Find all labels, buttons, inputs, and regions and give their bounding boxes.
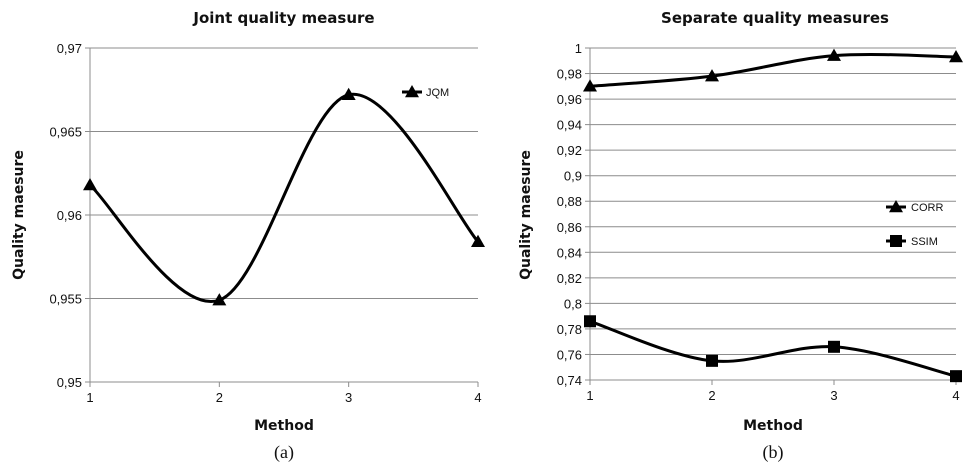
y-tick-label: 0,98 bbox=[557, 67, 582, 82]
y-tick-label: 0,74 bbox=[557, 373, 582, 388]
y-tick-label: 0,78 bbox=[557, 322, 582, 337]
data-point-corr bbox=[583, 79, 597, 92]
legend-label: SSIM bbox=[911, 236, 938, 248]
chart-title: Joint quality measure bbox=[192, 9, 374, 27]
x-axis-label: Method bbox=[743, 418, 803, 434]
data-point-ssim bbox=[706, 354, 718, 367]
chart-separate-quality: Separate quality measures 0,740,760,780,… bbox=[518, 9, 963, 463]
y-tick-label: 0,86 bbox=[557, 220, 582, 235]
series-layer bbox=[583, 48, 963, 383]
gridlines bbox=[585, 47, 957, 385]
data-point-ssim bbox=[584, 315, 596, 328]
chart-title: Separate quality measures bbox=[661, 9, 889, 27]
x-tick-label: 3 bbox=[345, 390, 352, 405]
data-point-corr bbox=[949, 49, 963, 63]
y-tick-label: 1 bbox=[575, 41, 582, 56]
chart-joint-quality: Joint quality measure 0,95 0,955 0,96 0,965… bbox=[11, 9, 485, 463]
series-layer bbox=[83, 87, 485, 306]
legend-label: CORR bbox=[911, 202, 943, 214]
x-tick-label: 4 bbox=[952, 388, 959, 403]
x-tick-label: 4 bbox=[474, 390, 481, 405]
y-axis-label: Quality maesure bbox=[11, 150, 27, 280]
y-tick-label: 0,955 bbox=[49, 292, 82, 307]
series-line-ssim bbox=[589, 319, 957, 378]
figure-caption: (b) bbox=[763, 442, 784, 463]
y-tick-labels: 0,95 0,955 0,96 0,965 0,97 bbox=[49, 41, 82, 390]
y-tick-label: 0,97 bbox=[57, 41, 82, 56]
series-line-corr bbox=[589, 52, 957, 88]
x-tick-label: 1 bbox=[86, 390, 93, 405]
data-point-jqm bbox=[83, 177, 97, 191]
y-tick-labels: 0,74 0,76 0,78 0,8 0,82 0,84 0,86 0,88 0,9 0,92 0,… bbox=[557, 41, 582, 388]
y-tick-label: 0,96 bbox=[557, 92, 582, 107]
y-tick-label: 0,96 bbox=[57, 208, 82, 223]
y-tick-label: 0,95 bbox=[57, 375, 82, 390]
y-tick-label: 0,94 bbox=[557, 118, 582, 133]
data-point-jqm bbox=[212, 293, 227, 306]
x-tick-label: 2 bbox=[216, 390, 223, 405]
x-tick-label: 1 bbox=[586, 388, 593, 403]
x-tick-labels: 1 2 3 4 bbox=[586, 388, 959, 403]
series-line-jqm bbox=[88, 93, 480, 304]
y-tick-label: 0,84 bbox=[557, 245, 582, 260]
x-tick-labels: 1 2 3 4 bbox=[86, 390, 481, 405]
legend-marker bbox=[405, 85, 419, 98]
y-tick-label: 0,8 bbox=[564, 296, 582, 311]
data-point-jqm bbox=[341, 87, 356, 101]
y-tick-label: 0,9 bbox=[564, 169, 582, 184]
data-point-jqm bbox=[471, 234, 485, 247]
y-axis-label: Quality maesure bbox=[518, 150, 534, 280]
figure-caption: (a) bbox=[274, 442, 294, 463]
y-tick-label: 0,88 bbox=[557, 194, 582, 209]
data-point-ssim bbox=[950, 370, 962, 383]
legend: CORR SSIM bbox=[886, 200, 943, 248]
legend: JQM bbox=[402, 85, 449, 99]
gridlines bbox=[85, 47, 479, 387]
legend-label: JQM bbox=[426, 87, 449, 99]
y-tick-label: 0,92 bbox=[557, 143, 582, 158]
y-tick-label: 0,965 bbox=[49, 125, 82, 140]
y-tick-label: 0,82 bbox=[557, 271, 582, 286]
y-tick-label: 0,76 bbox=[557, 347, 582, 362]
x-axis-label: Method bbox=[254, 418, 314, 434]
data-point-corr bbox=[705, 69, 719, 82]
x-tick-label: 2 bbox=[708, 388, 715, 403]
legend-marker bbox=[889, 200, 903, 213]
legend-marker bbox=[890, 235, 902, 247]
x-tick-label: 3 bbox=[830, 388, 837, 403]
data-point-ssim bbox=[828, 340, 840, 353]
data-point-corr bbox=[827, 48, 841, 61]
